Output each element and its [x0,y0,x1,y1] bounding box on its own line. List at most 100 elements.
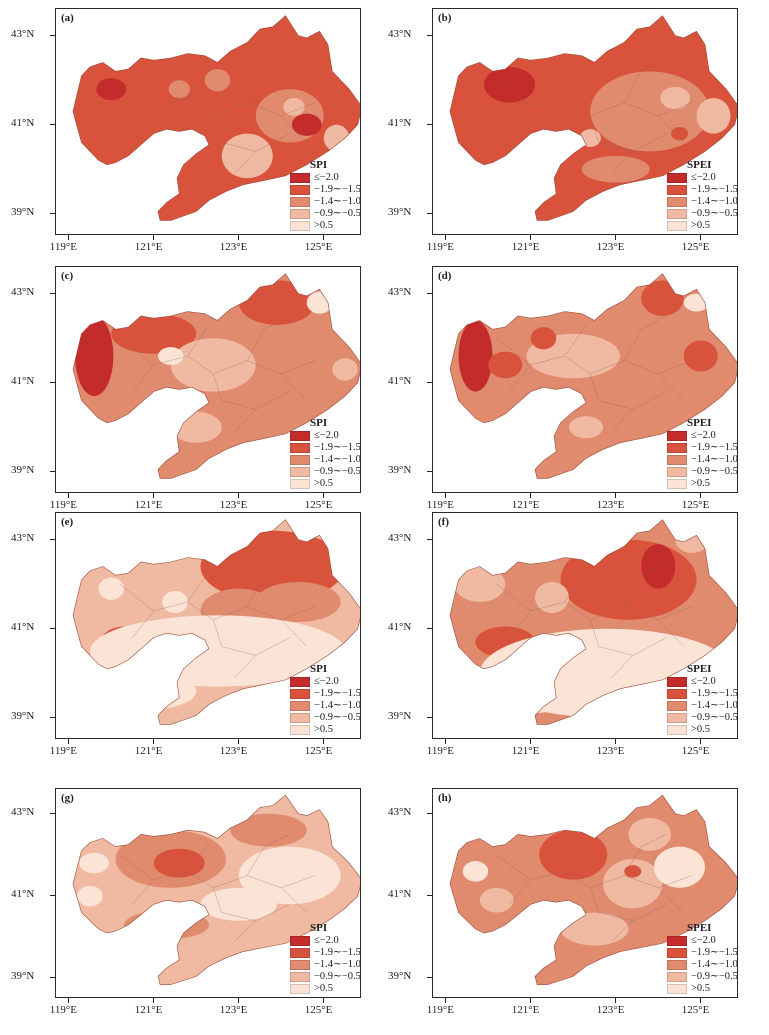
x-tick-mark [322,739,324,744]
drought-zone-2 [654,846,705,888]
legend-label: −1.9∼−1.5 [314,947,361,958]
legend-label: ≤−2.0 [314,172,339,183]
x-tick-mark [529,998,531,1003]
y-tick-label: 43°N [11,285,35,298]
legend-entry: ≤−2.0 [667,935,716,946]
y-tick-mark [50,538,55,540]
county-boundary-1 [132,364,154,392]
y-tick-mark [427,381,432,383]
legend-swatch [667,455,687,465]
legend-label: >0.5 [314,478,334,489]
panel-label: (c) [61,270,74,282]
legend-title: SPI [310,922,328,934]
legend-swatch [290,185,310,195]
legend-swatch [667,173,687,183]
county-boundary-1 [509,610,531,638]
legend-label: >0.5 [691,983,711,994]
x-tick-label: 121°E [511,1004,540,1016]
x-tick-label: 123°E [596,241,625,253]
county-boundary-6 [187,842,210,872]
province-outline [449,519,737,725]
legend-entry: −1.4∼−1.0 [290,959,361,970]
drought-zone-0 [458,320,493,392]
y-tick-mark [427,292,432,294]
county-boundary-2 [213,875,316,889]
legend-entry: >0.5 [667,983,711,994]
legend-swatch [290,689,310,699]
drought-zone-7 [675,526,710,554]
legend-label: −1.9∼−1.5 [691,688,738,699]
legend-entry: >0.5 [667,478,711,489]
x-tick-mark [699,739,701,744]
county-boundary-1 [132,610,154,638]
province-outline [72,15,360,221]
legend-title: SPEI [687,922,712,934]
y-tick-mark [50,895,55,897]
legend-entry: −1.9∼−1.5 [667,947,738,958]
y-tick-label: 43°N [11,531,35,544]
legend-label: >0.5 [691,478,711,489]
x-tick-mark [322,493,324,498]
x-tick-label: 123°E [219,241,248,253]
drought-zone-2 [696,98,731,134]
legend-swatch [290,936,310,946]
legend-title: SPI [310,663,328,675]
drought-zone-6 [628,817,671,851]
legend-entry: −1.4∼−1.0 [667,959,738,970]
drought-zone-2 [230,813,307,847]
county-boundary-2 [213,360,316,375]
legend-label: ≤−2.0 [314,676,339,687]
legend-entry: ≤−2.0 [667,676,716,687]
county-boundary-7 [658,373,684,401]
legend-label: ≤−2.0 [691,430,716,441]
legend-swatch [290,984,310,994]
legend-title: SPI [310,159,328,171]
legend-entry: −1.4∼−1.0 [667,454,738,465]
legend-swatch [290,677,310,687]
legend-swatch [667,936,687,946]
choropleth-map [72,519,360,725]
drought-zone-3 [238,846,341,905]
province-outline [72,794,360,985]
legend-swatch [667,443,687,453]
x-tick-label: 121°E [134,499,163,511]
county-boundary-4 [590,619,667,656]
legend-entry: −0.9∼−0.5 [290,712,361,723]
panel-label: (f) [438,516,449,528]
legend-label: −1.9∼−1.5 [314,688,361,699]
legend-entry: ≤−2.0 [290,935,339,946]
legend-entry: −1.9∼−1.5 [667,184,738,195]
legend-swatch [290,197,310,207]
legend-entry: −1.9∼−1.5 [290,442,361,453]
legend-entry: >0.5 [290,983,333,994]
drought-zone-1 [603,859,663,909]
drought-zone-7 [168,80,190,99]
province-outline [72,273,360,479]
panel-label: (a) [61,12,74,24]
province-outline [72,519,360,725]
y-tick-label: 41°N [388,116,412,129]
legend-label: −0.9∼−0.5 [314,712,361,723]
x-tick-label: 119°E [426,499,454,511]
legend-entry: −0.9∼−0.5 [667,208,738,219]
drought-zone-2 [238,280,316,325]
legend-entry: −0.9∼−0.5 [290,466,361,477]
legend-label: −0.9∼−0.5 [691,712,738,723]
legend-swatch [667,209,687,219]
county-boundary-7 [281,619,307,647]
drought-zone-0 [560,539,697,620]
county-boundary-1 [509,106,531,134]
y-tick-label: 41°N [11,374,35,387]
x-tick-label: 119°E [49,745,77,757]
map-panel-h: (h) SPEI ≤−2.0 −1.9∼−1.5 −1.4∼−1.0 −0.9∼−0.5 >… [432,788,738,998]
drought-zone-7 [98,577,124,600]
x-tick-mark [152,998,154,1003]
county-boundary-0 [496,338,591,375]
choropleth-map [72,273,360,479]
legend-entry: −1.9∼−1.5 [667,688,738,699]
legend-swatch [290,948,310,958]
drought-zone-1 [641,280,684,316]
legend-swatch [290,173,310,183]
legend-swatch [667,185,687,195]
legend-entry: ≤−2.0 [290,430,339,441]
